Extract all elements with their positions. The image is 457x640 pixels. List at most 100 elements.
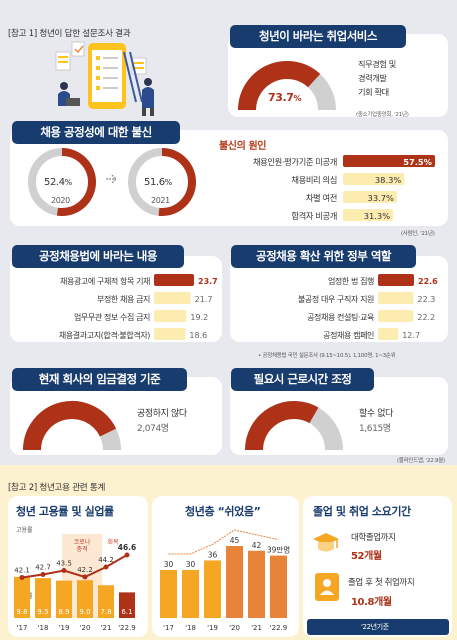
bar [343, 155, 435, 167]
title-gov-role: 공정채용 확산 위한 정부 역할 [231, 245, 416, 268]
title-rested: 청년층 “쉬었음” [185, 505, 261, 518]
value-to-graduation: 52개월 [351, 551, 382, 562]
bar-value: 22.2 [417, 313, 435, 322]
bar [154, 310, 187, 322]
unemployment-value: 9.5 [37, 608, 48, 616]
employment-point [82, 574, 88, 580]
value-2020: 52.4% [44, 177, 72, 188]
illustration-people-survey [55, 41, 154, 116]
rested-value: 30 [164, 560, 174, 569]
value-job-service-unit: % [293, 94, 302, 103]
title-fair-hiring-law: 공정채용법에 바라는 내용 [12, 245, 184, 268]
desc-job-service-1: 직무경험 및 [358, 59, 396, 69]
graduation-cap-icon [313, 533, 339, 552]
value-job-service: 73.7% [268, 91, 302, 104]
bar-label: 채용비리 의심 [291, 175, 337, 185]
value-wage-basis-unit: % [81, 435, 90, 444]
desc-job-service-2: 경력개발 [358, 73, 387, 83]
rested-bar [204, 560, 221, 618]
bar [154, 292, 191, 304]
title-job-service: 청년이 바라는 취업서비스 [230, 25, 406, 48]
bar [343, 173, 405, 185]
label-to-graduation: 대학졸업까지 [351, 533, 396, 543]
x-tick: '19 [207, 624, 218, 632]
rested-bar [160, 570, 177, 618]
rested-value: 36 [208, 550, 218, 559]
unemployment-bar [77, 580, 93, 618]
bar-value: 22.3 [418, 295, 436, 304]
employment-line [21, 554, 128, 579]
bar-value: 23.7 [198, 277, 218, 286]
x-tick: '18 [38, 624, 49, 632]
bar [154, 328, 186, 340]
year-2021: 2021 [151, 196, 170, 205]
value-2021: 51.6% [144, 177, 172, 188]
wage-basis-arc [23, 401, 117, 451]
bar-value: 57.5% [403, 157, 432, 167]
rested-value: 39만명 [267, 545, 290, 555]
footer-base-year [307, 619, 449, 635]
bar-value: 19.2 [190, 313, 208, 322]
title-work-hours: 필요시 근로시간 조정 [231, 368, 374, 391]
rested-bar [270, 555, 287, 618]
donut-wage-basis [23, 401, 121, 451]
x-tick: '17 [17, 624, 28, 632]
bars-gov-role: 엄정한 법 집행 22.6 불공정 대우 구직자 지원 22.3 공정채용 컨설팅·교육… [298, 274, 438, 340]
bar-value: 38.3% [375, 175, 401, 185]
value-2021-number: 51.6 [144, 177, 165, 188]
count-wage-basis: 2,074명 [137, 424, 169, 434]
note-survey: • 공정채용법 국민 설문조사 (9.15~10.5), 1,100명, 1~3… [258, 353, 396, 359]
rested-bar [226, 546, 243, 618]
title-duration: 졸업 및 취업 소요기간 [313, 505, 411, 518]
card-duration [303, 496, 452, 637]
employment-value: 43.5 [56, 560, 72, 568]
rested-value: 30 [186, 560, 196, 569]
value-wage-basis: 85.6% [56, 432, 90, 445]
x-tick: '20 [80, 624, 91, 632]
employment-point [61, 568, 67, 573]
covid-label: 코로나 [74, 538, 91, 546]
desc-wage-basis: 공정하지 않다 [137, 409, 187, 419]
rested-bar [182, 570, 199, 618]
unemployment-bar [56, 580, 72, 618]
x-tick: '20 [229, 624, 240, 632]
bar-label: 채용광고에 구체적 항목 기재 [60, 276, 150, 286]
x-tick: '18 [185, 624, 196, 632]
desc-job-service-3: 기회 확대 [358, 87, 389, 97]
employment-point [103, 564, 109, 570]
donut-work-hours [245, 401, 343, 451]
source-work-hours: (블라인드앱, '22.9월) [397, 458, 445, 464]
title-employment-rate: 청년 고용률 및 실업률 [16, 505, 114, 518]
unemployment-bar [35, 578, 51, 618]
value-job-service-number: 73.7 [268, 91, 294, 104]
unemployment-value: 9.0 [79, 608, 90, 616]
x-tick: '22.9 [270, 624, 288, 632]
donut-2021 [128, 148, 196, 216]
source-job-service: (중소기업중앙회, '21년) [356, 112, 409, 118]
donut-job-service [238, 61, 336, 111]
bar-value: 22.6 [418, 277, 438, 286]
x-tick: '19 [59, 624, 70, 632]
bar-label: 차별 여전 [306, 193, 337, 203]
bar [154, 274, 194, 286]
bar-value: 33.7% [368, 193, 394, 203]
unemployment-bar [98, 585, 114, 618]
bar [378, 292, 414, 304]
unemployment-value: 9.8 [16, 608, 27, 616]
source-distrust-cause: (사람인, '21년) [401, 231, 435, 237]
chart-employment-rate: 코로나충격회복고용률실업률9.8'179.5'188.9'199.0'207.8… [14, 527, 136, 632]
donut-2021-arc [158, 148, 196, 216]
legend-employment: 고용률 [16, 527, 33, 534]
covid-label: 충격 [76, 545, 87, 553]
value-work-hours-unit: % [301, 435, 310, 444]
section2-header: [참고 2] 청년고용 관련 통계 [8, 483, 106, 493]
bars-distrust-cause: 채용인원·평가기준 미공개 57.5% 채용비리 의심 38.3% 차별 여전 33.7%… [253, 155, 435, 221]
value-work-hours-number: 66.6 [276, 432, 302, 445]
employment-value: 42.7 [35, 564, 51, 572]
rested-value: 42 [252, 541, 262, 550]
bar-label: 채용인원·평가기준 미공개 [253, 157, 337, 167]
bar-value: 31.3% [364, 211, 390, 221]
employment-point [124, 552, 130, 558]
employment-point [19, 575, 25, 580]
bar-label: 공정채용 캠페인 [323, 330, 374, 340]
